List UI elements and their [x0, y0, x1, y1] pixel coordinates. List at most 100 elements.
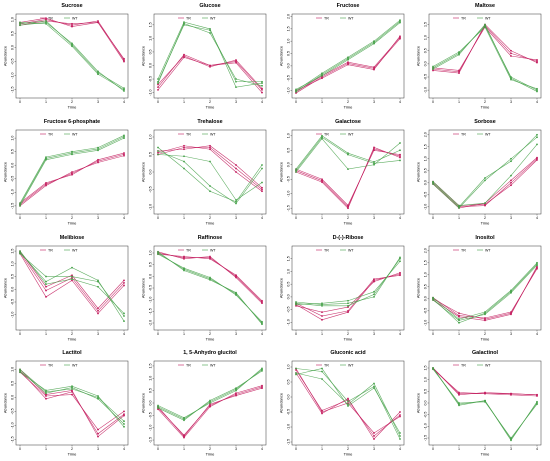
data-point-wt: [321, 137, 323, 140]
data-point-wt: [19, 204, 21, 207]
data-point-wt: [157, 150, 159, 152]
y-tick-label: 1.0: [11, 367, 15, 372]
legend-label-wt: WT: [210, 248, 216, 252]
data-point-wt: [458, 404, 460, 407]
data-point-wt: [97, 397, 99, 400]
series-line-wt: [295, 257, 401, 305]
y-tick-label: 1.5: [424, 22, 428, 27]
series-line-tr: [19, 155, 125, 207]
data-point-tr: [97, 307, 99, 310]
x-tick-label: 1: [45, 447, 47, 451]
data-point-wt: [399, 432, 401, 434]
y-tick-label: -1.5: [287, 205, 291, 211]
series-line-tr: [295, 38, 401, 94]
data-point-wt: [45, 21, 47, 24]
x-tick-label: 4: [536, 100, 538, 104]
y-tick-label: -0.5: [149, 412, 153, 418]
data-point-wt: [71, 152, 73, 154]
data-point-tr: [97, 21, 99, 24]
data-point-tr: [347, 402, 349, 404]
data-point-wt: [97, 71, 99, 74]
data-point-wt: [123, 312, 125, 315]
x-tick-label: 4: [399, 447, 401, 451]
x-tick-label: 0: [295, 216, 297, 220]
data-point-wt: [235, 200, 237, 203]
y-tick-label: -0.5: [149, 186, 153, 192]
data-point-tr: [261, 188, 263, 191]
data-point-tr: [157, 88, 159, 91]
y-tick-label: 0.0: [11, 163, 15, 168]
legend-label-tr: TR: [186, 248, 191, 252]
data-point-tr: [510, 392, 512, 395]
y-tick-label: 1.5: [287, 26, 291, 31]
series-line-tr: [157, 57, 263, 93]
data-point-tr: [261, 186, 263, 189]
legend-label-wt: WT: [348, 132, 354, 136]
y-tick-label: 0.5: [149, 262, 153, 267]
plot-frame: [15, 245, 129, 331]
data-point-tr: [261, 88, 263, 91]
data-point-wt: [183, 160, 185, 163]
y-tick-label: 0.0: [149, 63, 153, 68]
y-axis-label: Abundance: [3, 277, 8, 298]
data-point-wt: [536, 261, 538, 264]
data-point-tr: [123, 57, 125, 60]
x-axis-label: Time: [206, 452, 216, 457]
data-point-wt: [123, 420, 125, 423]
y-tick-label: -1.0: [287, 191, 291, 197]
data-point-wt: [235, 388, 237, 391]
data-point-wt: [347, 153, 349, 156]
data-point-wt: [458, 204, 460, 207]
legend-label-tr: TR: [48, 132, 53, 136]
data-point-tr: [235, 164, 237, 166]
data-point-wt: [347, 400, 349, 403]
series-line-wt: [157, 21, 263, 88]
series-line-tr: [19, 253, 125, 314]
y-tick-label: 0.5: [424, 389, 428, 394]
data-point-wt: [373, 296, 375, 298]
data-point-wt: [373, 41, 375, 44]
data-point-wt: [432, 299, 434, 301]
x-tick-label: 1: [183, 100, 185, 104]
x-tick-label: 0: [295, 100, 297, 104]
data-point-tr: [321, 412, 323, 415]
x-tick-label: 3: [373, 447, 375, 451]
data-point-tr: [157, 408, 159, 411]
x-tick-label: 2: [209, 216, 211, 220]
data-point-wt: [183, 21, 185, 24]
series-line-tr: [157, 386, 263, 436]
data-point-wt: [71, 388, 73, 390]
data-point-wt: [157, 407, 159, 409]
x-tick-label: 1: [321, 100, 323, 104]
y-tick-label: -1.5: [149, 437, 153, 443]
y-axis-label: Abundance: [279, 277, 284, 298]
data-point-tr: [45, 18, 47, 21]
data-point-wt: [209, 28, 211, 30]
data-point-tr: [97, 161, 99, 164]
series-line-tr: [19, 371, 125, 431]
series-line-wt: [432, 367, 538, 440]
data-point-wt: [295, 171, 297, 173]
legend-label-tr: TR: [186, 132, 191, 136]
data-point-tr: [510, 181, 512, 184]
series-line-wt: [432, 262, 538, 320]
data-point-wt: [209, 278, 211, 281]
data-point-wt: [536, 89, 538, 92]
legend-label-tr: TR: [461, 16, 466, 20]
data-point-tr: [183, 146, 185, 149]
x-tick-label: 0: [19, 100, 21, 104]
x-tick-label: 2: [71, 332, 73, 336]
data-point-wt: [261, 323, 263, 326]
y-tick-label: 2.0: [424, 248, 428, 253]
data-point-wt: [399, 149, 401, 152]
data-point-wt: [261, 167, 263, 170]
x-tick-label: 0: [295, 332, 297, 336]
y-tick-label: 0.0: [149, 274, 153, 279]
y-tick-label: 2.0: [287, 14, 291, 19]
x-axis-label: Time: [481, 337, 491, 342]
data-point-tr: [97, 310, 99, 312]
legend-label-wt: WT: [210, 363, 216, 367]
x-tick-label: 4: [536, 447, 538, 451]
x-tick-label: 1: [458, 447, 460, 451]
data-point-tr: [183, 257, 185, 260]
